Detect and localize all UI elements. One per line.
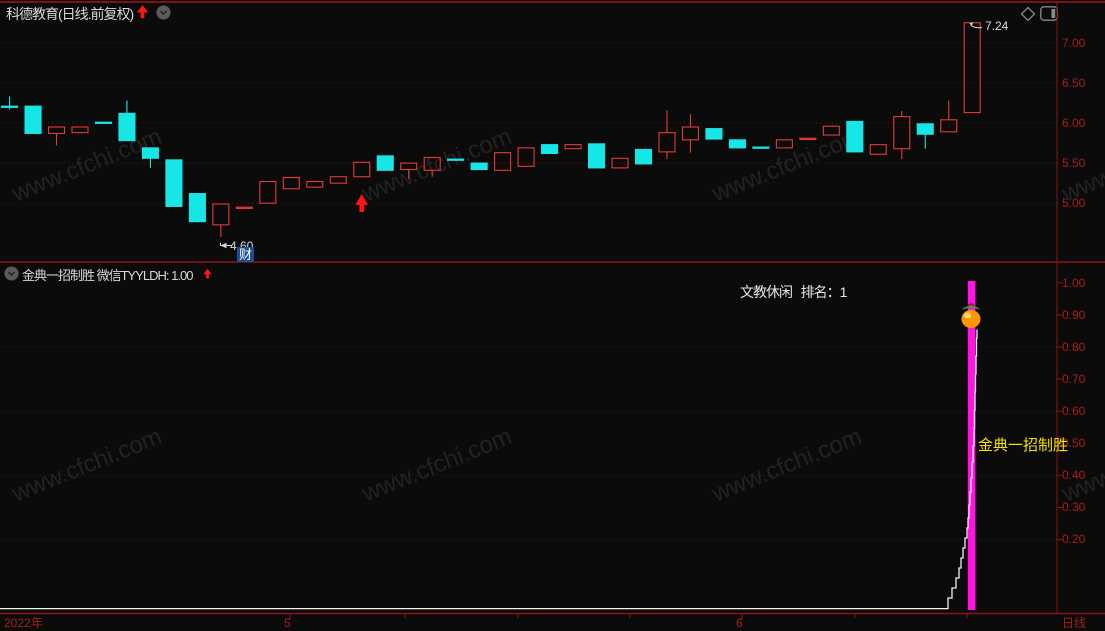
svg-text:金典一招制胜: 金典一招制胜 [978, 437, 1068, 454]
